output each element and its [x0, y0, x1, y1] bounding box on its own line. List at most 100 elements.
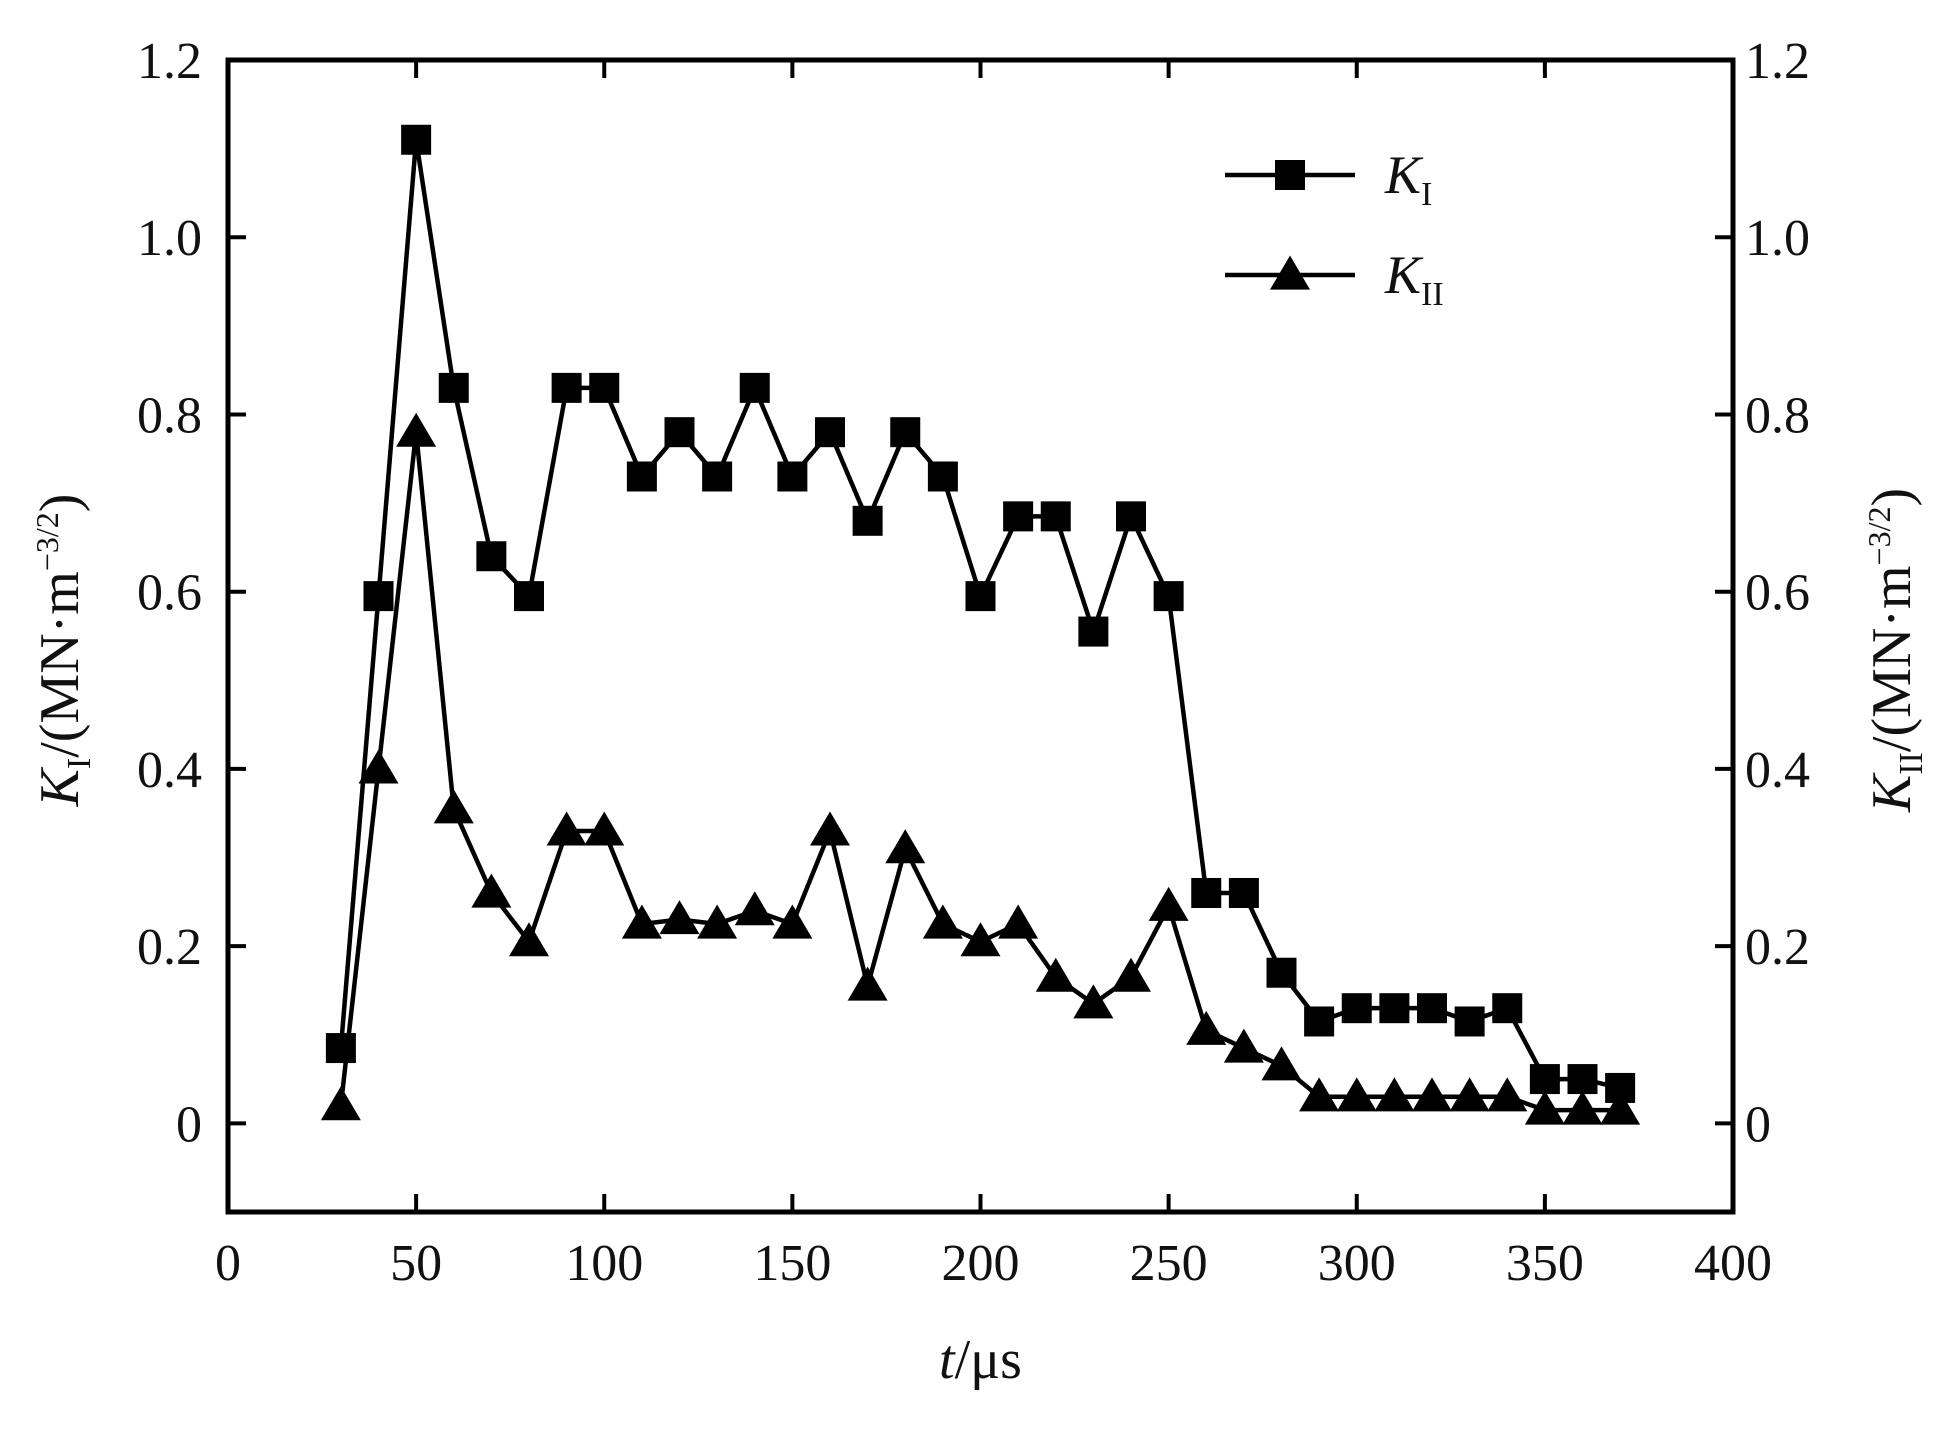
y-tick-label-right: 1.2 [1745, 33, 1810, 90]
data-point-triangle [509, 922, 549, 957]
y-axis-title-right: KII/(MN·m−3/2) [1861, 488, 1930, 813]
data-point-square [476, 541, 507, 572]
y-tick-label-left: 0 [176, 1096, 202, 1153]
x-tick-label: 300 [1318, 1235, 1396, 1292]
x-tick-label: 350 [1506, 1235, 1584, 1292]
data-point-square [664, 417, 695, 448]
data-point-square [363, 581, 394, 612]
data-point-triangle [584, 811, 625, 846]
data-point-square [1341, 993, 1372, 1024]
data-point-square [401, 124, 432, 155]
series-layer [320, 124, 1641, 1125]
data-point-triangle [885, 829, 926, 864]
data-point-square [325, 1033, 356, 1064]
data-point-triangle [734, 891, 775, 926]
data-point-triangle [1412, 1077, 1452, 1112]
data-point-triangle [1600, 1090, 1641, 1125]
data-point-triangle [1111, 957, 1151, 992]
y-tick-label-right: 0 [1745, 1096, 1771, 1153]
y-tick-label-left: 0.4 [137, 742, 202, 799]
data-point-square [514, 581, 544, 612]
legend-label: KI [1384, 145, 1432, 213]
y-axis-title-left: KI/(MN·m−3/2) [29, 494, 98, 808]
data-point-square [702, 461, 733, 492]
data-point-triangle [1148, 886, 1189, 921]
data-point-triangle [659, 900, 700, 935]
y-tick-label-left: 1.0 [137, 210, 202, 267]
data-point-triangle [960, 922, 1001, 957]
x-tick-label: 50 [390, 1235, 442, 1292]
data-point-triangle [1524, 1090, 1565, 1125]
data-point-triangle [922, 904, 963, 939]
data-point-square [1529, 1064, 1560, 1095]
data-point-triangle [998, 904, 1039, 939]
data-point-square [1275, 160, 1305, 190]
data-point-square [1228, 877, 1259, 908]
data-point-triangle [433, 789, 474, 824]
data-point-triangle [471, 873, 512, 908]
data-point-triangle [1374, 1077, 1415, 1112]
data-point-square [551, 372, 582, 403]
data-point-triangle [1336, 1077, 1377, 1112]
data-point-square [1191, 877, 1222, 908]
data-point-square [1379, 993, 1410, 1024]
data-point-square [777, 461, 808, 492]
data-point-square [1116, 501, 1146, 532]
data-point-triangle [621, 904, 662, 939]
data-point-triangle [697, 904, 738, 939]
data-point-triangle [1562, 1090, 1603, 1125]
data-point-triangle [546, 811, 587, 846]
data-point-triangle [1449, 1077, 1490, 1112]
axis-labels: t/μs KI/(MN·m−3/2) KII/(MN·m−3/2) [29, 488, 1930, 1391]
data-point-square [1304, 1006, 1335, 1037]
y-tick-label-right: 1.0 [1745, 210, 1810, 267]
x-tick-label: 150 [753, 1235, 831, 1292]
x-tick-label: 250 [1130, 1235, 1208, 1292]
series-ki [325, 124, 1636, 1103]
data-point-square [1153, 581, 1184, 612]
data-point-square [815, 417, 845, 448]
data-point-square [1040, 501, 1071, 532]
y-tick-label-left: 0.6 [137, 565, 202, 622]
data-point-square [589, 372, 620, 403]
data-point-triangle [358, 749, 399, 784]
data-point-triangle [1487, 1077, 1528, 1112]
data-point-square [1567, 1064, 1598, 1095]
legend-item: KI [1225, 145, 1432, 213]
data-point-triangle [1073, 984, 1114, 1019]
y-tick-label-right: 0.8 [1745, 387, 1810, 444]
data-point-triangle [772, 904, 813, 939]
ticks-layer: 0 50 100 150 200 250 300 350 400 0 0 0.2 0.2 0.4 0.4 0.… [137, 33, 1810, 1292]
y-tick-label-left: 0.8 [137, 387, 202, 444]
x-tick-label: 400 [1694, 1235, 1772, 1292]
data-point-square [1454, 1006, 1485, 1037]
data-point-triangle [1270, 255, 1310, 290]
data-point-triangle [1223, 1028, 1264, 1063]
x-tick-label: 200 [942, 1235, 1020, 1292]
data-point-triangle [810, 811, 850, 846]
data-point-triangle [1299, 1077, 1340, 1112]
data-point-square [626, 461, 657, 492]
data-point-square [1266, 957, 1297, 988]
data-point-square [438, 372, 469, 403]
data-point-square [1492, 993, 1523, 1024]
legend-label: KII [1384, 245, 1444, 313]
y-tick-label-left: 0.2 [137, 919, 202, 976]
data-point-triangle [320, 1086, 361, 1121]
data-point-square [965, 581, 996, 612]
y-tick-label-right: 0.2 [1745, 919, 1810, 976]
data-point-triangle [1261, 1046, 1302, 1081]
y-tick-label-right: 0.4 [1745, 742, 1810, 799]
data-point-triangle [1186, 1010, 1227, 1045]
x-tick-label: 0 [215, 1235, 241, 1292]
data-point-square [852, 505, 883, 536]
data-point-square [1003, 501, 1034, 532]
x-axis-title: t/μs [939, 1329, 1022, 1391]
data-point-triangle [1035, 957, 1076, 992]
data-point-square [890, 417, 921, 448]
data-point-square [739, 372, 770, 403]
data-point-triangle [396, 412, 437, 447]
data-point-square [1417, 993, 1447, 1024]
